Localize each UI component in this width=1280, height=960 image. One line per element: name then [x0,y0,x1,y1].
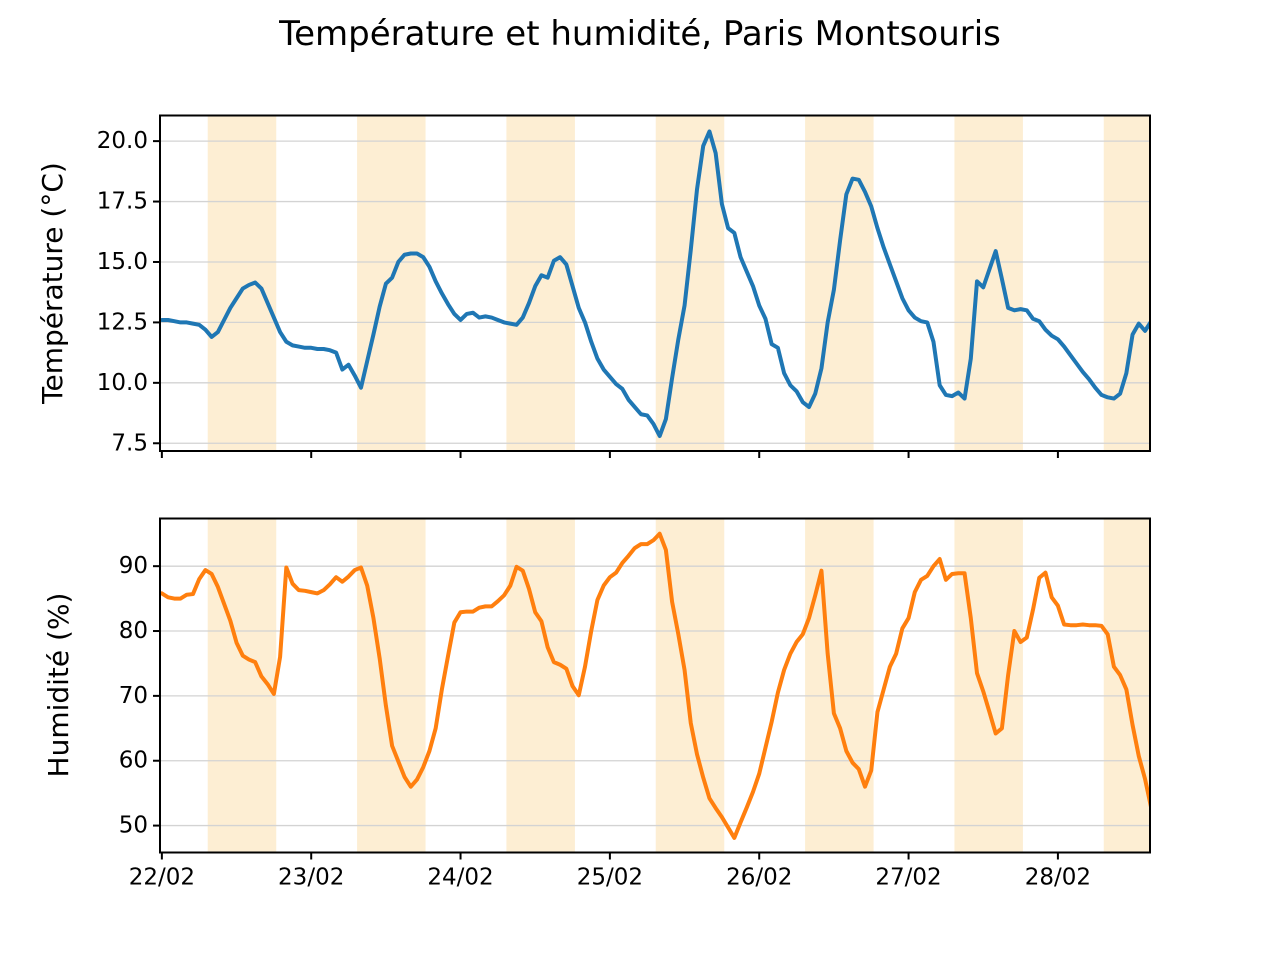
y-tick-label: 7.5 [111,430,148,456]
y-tick-label: 60 [119,748,148,774]
series-group [160,129,1150,439]
x-tick-label: 22/02 [129,865,195,891]
daylight-band [506,518,575,853]
chart-title: Température et humidité, Paris Montsouri… [279,14,1001,54]
y-tick-label: 10.0 [97,370,148,396]
x-tick-label: 24/02 [427,865,493,891]
daylight-band [805,115,874,451]
y-tick-label: 17.5 [97,189,148,215]
y-tick-label: 80 [119,618,148,644]
axes-border [159,517,1151,854]
daylight-band [655,115,725,451]
daylight-band [805,518,874,853]
series-group [160,531,1150,840]
humidity-line [160,531,1150,840]
daylight-band [207,518,277,853]
y-tick-label: 70 [119,683,148,709]
daylight-band [357,115,426,451]
daylight-band [1103,518,1150,853]
daylight-band [207,115,277,451]
daylight-band [954,518,1023,853]
y-tick-label: 90 [119,553,148,579]
daylight-band [954,115,1023,451]
temperature-chart: 7.5 10.0 12.5 15.0 17.5 20.0 [97,114,1151,458]
x-tick-label: 28/02 [1025,865,1091,891]
x-tick-label: 27/02 [875,865,941,891]
x-tick-label: 26/02 [726,865,792,891]
y-tick-label: 20.0 [97,128,148,154]
x-tick-label: 23/02 [278,865,344,891]
daylight-band [506,115,575,451]
y-tick-label: 50 [119,813,148,839]
temperature-line [160,129,1150,439]
x-tick-label: 25/02 [577,865,643,891]
daylight-band [357,518,426,853]
y-tick-label: 15.0 [97,249,148,275]
axes-border [159,114,1151,452]
y-tick-label: 12.5 [97,309,148,335]
daylight-band [1103,115,1150,451]
humidity-chart: 50 60 70 80 90 22/02 23/02 24/02 25/02 26/02 27/02… [119,517,1151,891]
